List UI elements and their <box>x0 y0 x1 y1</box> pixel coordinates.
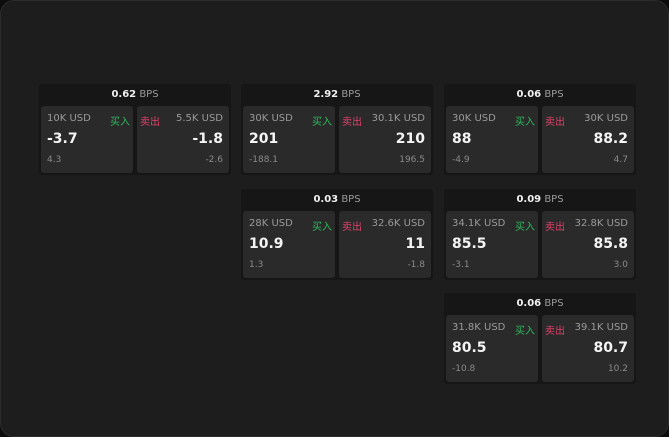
bid-size: 34.1K USD <box>452 218 506 229</box>
spread-header: 0.62 BPS <box>39 84 231 105</box>
spread-unit: BPS <box>139 89 159 100</box>
bid-change: -188.1 <box>249 155 279 165</box>
sell-button[interactable]: 卖出 32.8K USD 85.8 3.0 <box>542 211 634 278</box>
ask-change: -1.8 <box>407 260 425 270</box>
bid-change: 4.3 <box>47 155 62 165</box>
sell-label: 卖出 <box>545 117 565 128</box>
spread-header: 0.03 BPS <box>241 189 433 210</box>
bid-price: 201 <box>249 131 279 147</box>
bid-price: 85.5 <box>452 236 487 252</box>
bid-price: -3.7 <box>47 131 78 147</box>
sell-button[interactable]: 卖出 39.1K USD 80.7 10.2 <box>542 315 634 382</box>
quote-panel: 0.06 BPS 30K USD 买入 88 -4.9 卖出 30K USD 8… <box>444 84 636 175</box>
bid-change: -10.8 <box>452 364 476 374</box>
ask-change: -2.6 <box>205 155 223 165</box>
spread-unit: BPS <box>544 298 564 309</box>
ask-size: 30.1K USD <box>371 113 425 124</box>
spread-header: 2.92 BPS <box>241 84 433 105</box>
spread-value: 0.09 <box>516 194 542 205</box>
ask-price: 11 <box>405 236 425 252</box>
ask-price: -1.8 <box>192 131 223 147</box>
buy-button[interactable]: 30K USD 买入 88 -4.9 <box>446 106 538 173</box>
sell-button[interactable]: 卖出 5.5K USD -1.8 -2.6 <box>137 106 229 173</box>
spread-unit: BPS <box>341 194 361 205</box>
ask-price: 85.8 <box>593 236 628 252</box>
sell-button[interactable]: 卖出 32.6K USD 11 -1.8 <box>339 211 431 278</box>
buy-label: 买入 <box>515 117 535 128</box>
sell-label: 卖出 <box>545 222 565 233</box>
ask-change: 196.5 <box>399 155 425 165</box>
buy-label: 买入 <box>312 117 332 128</box>
spread-header: 0.06 BPS <box>444 84 636 105</box>
sell-label: 卖出 <box>342 222 362 233</box>
bid-size: 30K USD <box>452 113 496 124</box>
spread-value: 0.06 <box>516 298 542 309</box>
ask-size: 30K USD <box>584 113 628 124</box>
ask-size: 5.5K USD <box>175 113 223 124</box>
bid-price: 80.5 <box>452 340 487 356</box>
buy-label: 买入 <box>110 117 130 128</box>
bid-change: -3.1 <box>452 260 470 270</box>
spread-value: 0.06 <box>516 89 542 100</box>
sell-button[interactable]: 卖出 30K USD 88.2 4.7 <box>542 106 634 173</box>
buy-button[interactable]: 28K USD 买入 10.9 1.3 <box>243 211 335 278</box>
buy-label: 买入 <box>515 222 535 233</box>
buy-label: 买入 <box>515 326 535 337</box>
ask-size: 39.1K USD <box>574 322 628 333</box>
bid-change: -4.9 <box>452 155 470 165</box>
ask-price: 88.2 <box>593 131 628 147</box>
buy-button[interactable]: 34.1K USD 买入 85.5 -3.1 <box>446 211 538 278</box>
bid-size: 30K USD <box>249 113 293 124</box>
ask-change: 4.7 <box>613 155 628 165</box>
bid-price: 88 <box>452 131 472 147</box>
spread-value: 0.03 <box>313 194 339 205</box>
spread-unit: BPS <box>544 194 564 205</box>
buy-button[interactable]: 10K USD 买入 -3.7 4.3 <box>41 106 133 173</box>
ask-change: 10.2 <box>607 364 628 374</box>
spread-unit: BPS <box>341 89 361 100</box>
sell-label: 卖出 <box>140 117 160 128</box>
bid-size: 28K USD <box>249 218 293 229</box>
spread-unit: BPS <box>544 89 564 100</box>
quote-panel: 0.09 BPS 34.1K USD 买入 85.5 -3.1 卖出 32.8K… <box>444 189 636 280</box>
bid-price: 10.9 <box>249 236 284 252</box>
buy-label: 买入 <box>312 222 332 233</box>
buy-button[interactable]: 30K USD 买入 201 -188.1 <box>243 106 335 173</box>
spread-header: 0.06 BPS <box>444 293 636 314</box>
spread-header: 0.09 BPS <box>444 189 636 210</box>
quote-panel: 0.06 BPS 31.8K USD 买入 80.5 -10.8 卖出 39.1… <box>444 293 636 384</box>
spread-value: 0.62 <box>111 89 137 100</box>
quote-panel: 2.92 BPS 30K USD 买入 201 -188.1 卖出 30.1K … <box>241 84 433 175</box>
sell-button[interactable]: 卖出 30.1K USD 210 196.5 <box>339 106 431 173</box>
ask-size: 32.6K USD <box>371 218 425 229</box>
ask-size: 32.8K USD <box>574 218 628 229</box>
ask-price: 210 <box>395 131 425 147</box>
quote-panel: 0.62 BPS 10K USD 买入 -3.7 4.3 卖出 5.5K USD… <box>39 84 231 175</box>
ask-price: 80.7 <box>593 340 628 356</box>
spread-value: 2.92 <box>313 89 339 100</box>
ask-change: 3.0 <box>613 260 628 270</box>
sell-label: 卖出 <box>342 117 362 128</box>
sell-label: 卖出 <box>545 326 565 337</box>
bid-size: 31.8K USD <box>452 322 506 333</box>
bid-change: 1.3 <box>249 260 264 270</box>
bid-size: 10K USD <box>47 113 91 124</box>
buy-button[interactable]: 31.8K USD 买入 80.5 -10.8 <box>446 315 538 382</box>
quote-panel: 0.03 BPS 28K USD 买入 10.9 1.3 卖出 32.6K US… <box>241 189 433 280</box>
